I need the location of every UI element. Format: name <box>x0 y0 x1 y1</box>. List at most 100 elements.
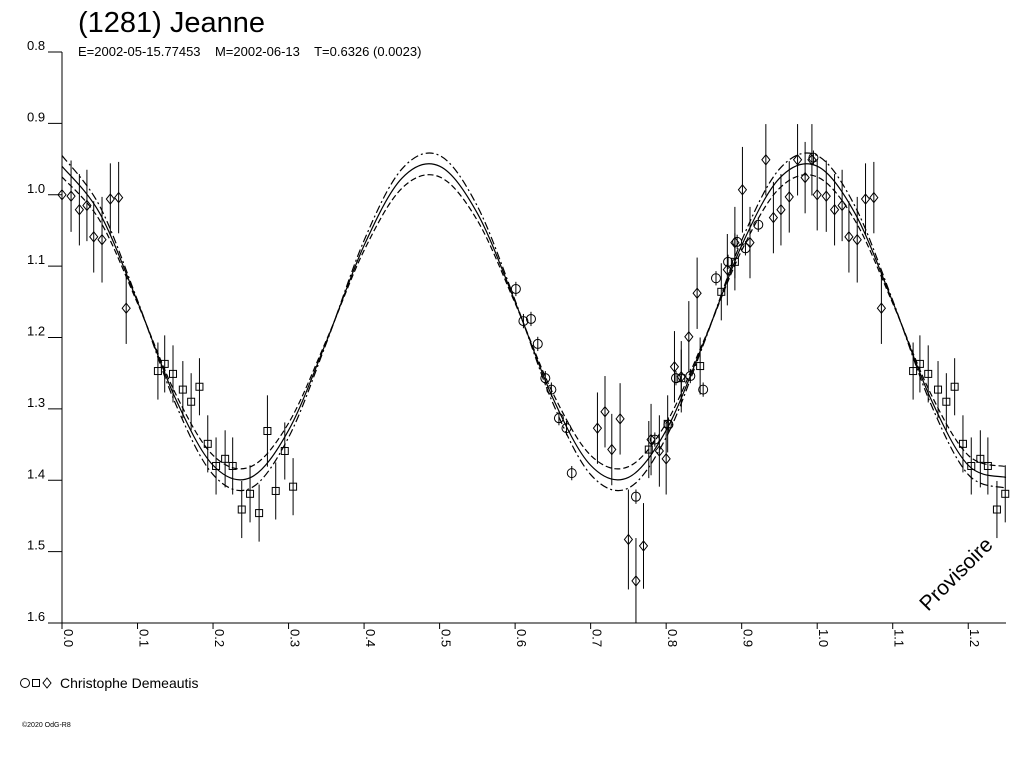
data-point <box>74 203 85 216</box>
data-point <box>730 236 740 249</box>
data-point <box>661 453 671 465</box>
data-point <box>532 338 543 349</box>
data-point <box>698 384 709 395</box>
y-tick-label: 1.6 <box>27 609 45 624</box>
data-point <box>732 236 743 247</box>
fit-curve <box>61 174 1007 470</box>
data-point <box>663 419 672 428</box>
data-point <box>684 330 694 343</box>
data-point <box>97 233 107 246</box>
data-point <box>784 191 794 203</box>
data-point <box>263 427 272 436</box>
data-point <box>934 385 943 394</box>
data-point <box>976 454 985 463</box>
data-point <box>950 382 959 391</box>
data-point <box>942 397 951 406</box>
data-point <box>631 575 641 587</box>
data-point <box>592 422 603 434</box>
y-tick-label: 0.8 <box>27 38 45 53</box>
data-point <box>924 369 933 378</box>
data-point <box>540 373 551 384</box>
data-point <box>153 367 162 376</box>
x-tick-label: 0.4 <box>363 629 378 647</box>
data-point <box>237 505 246 514</box>
y-tick-label: 1.0 <box>27 181 45 196</box>
x-tick-label: 0.1 <box>137 629 152 647</box>
data-point <box>607 443 617 456</box>
data-point <box>644 445 653 454</box>
legend-symbol <box>42 677 52 689</box>
data-point <box>992 505 1001 514</box>
data-point <box>510 283 521 294</box>
data-point <box>717 287 726 296</box>
legend-symbol <box>32 679 40 687</box>
data-point <box>160 359 169 368</box>
data-point <box>753 219 764 230</box>
data-point <box>768 211 779 224</box>
data-point <box>761 153 771 166</box>
data-point <box>169 369 178 378</box>
legend-symbol <box>20 678 30 688</box>
data-point <box>203 439 212 448</box>
chart-title: (1281) Jeanne <box>78 7 265 39</box>
x-tick-label: 0.2 <box>212 629 227 647</box>
data-point <box>670 373 681 384</box>
data-point <box>187 397 196 406</box>
data-point <box>178 385 187 394</box>
x-tick-label: 0.3 <box>288 629 303 647</box>
x-tick-label: 0.8 <box>665 629 680 647</box>
data-point <box>228 461 237 470</box>
data-point <box>829 203 840 216</box>
data-point <box>958 439 967 448</box>
data-point <box>546 384 557 395</box>
data-point <box>669 360 680 373</box>
x-tick-label: 0.6 <box>514 629 529 647</box>
data-point <box>623 533 634 546</box>
y-tick-label: 0.9 <box>27 109 45 124</box>
data-point <box>860 193 871 205</box>
data-point <box>57 188 67 201</box>
data-point <box>525 313 536 324</box>
data-point <box>1001 489 1010 498</box>
y-tick-label: 1.1 <box>27 252 45 267</box>
data-point <box>654 445 665 457</box>
data-point <box>852 233 862 246</box>
y-tick-label: 1.4 <box>27 466 45 481</box>
data-point <box>638 540 649 552</box>
data-point <box>837 199 847 212</box>
data-point <box>615 413 625 425</box>
data-point <box>646 433 656 446</box>
data-point <box>121 302 131 315</box>
data-point <box>711 273 722 284</box>
data-point <box>255 509 264 518</box>
fit-curve <box>61 152 1007 492</box>
data-point <box>518 316 529 327</box>
data-point <box>807 153 817 166</box>
x-tick-label: 1.1 <box>892 629 907 647</box>
data-point <box>983 461 992 470</box>
data-point <box>745 236 755 249</box>
data-point <box>737 183 748 196</box>
data-point <box>66 190 76 202</box>
data-point <box>909 367 918 376</box>
data-point <box>221 454 230 463</box>
data-point <box>800 171 810 184</box>
data-point <box>776 203 786 216</box>
data-point <box>553 413 564 424</box>
data-point <box>566 468 577 479</box>
data-point <box>722 263 732 276</box>
x-tick-label: 0.5 <box>439 629 454 647</box>
data-point <box>812 188 822 201</box>
data-point <box>113 191 124 204</box>
x-tick-label: 1.2 <box>967 629 982 647</box>
data-point <box>561 423 572 434</box>
data-point <box>271 486 280 495</box>
x-tick-label: 0.9 <box>741 629 756 647</box>
footer: ©2020 OdG-R8 <box>22 721 71 729</box>
y-tick-label: 1.5 <box>27 538 45 553</box>
data-point <box>821 190 831 202</box>
x-tick-label: 1.0 <box>816 629 831 647</box>
legend-label: Christophe Demeautis <box>60 675 199 691</box>
